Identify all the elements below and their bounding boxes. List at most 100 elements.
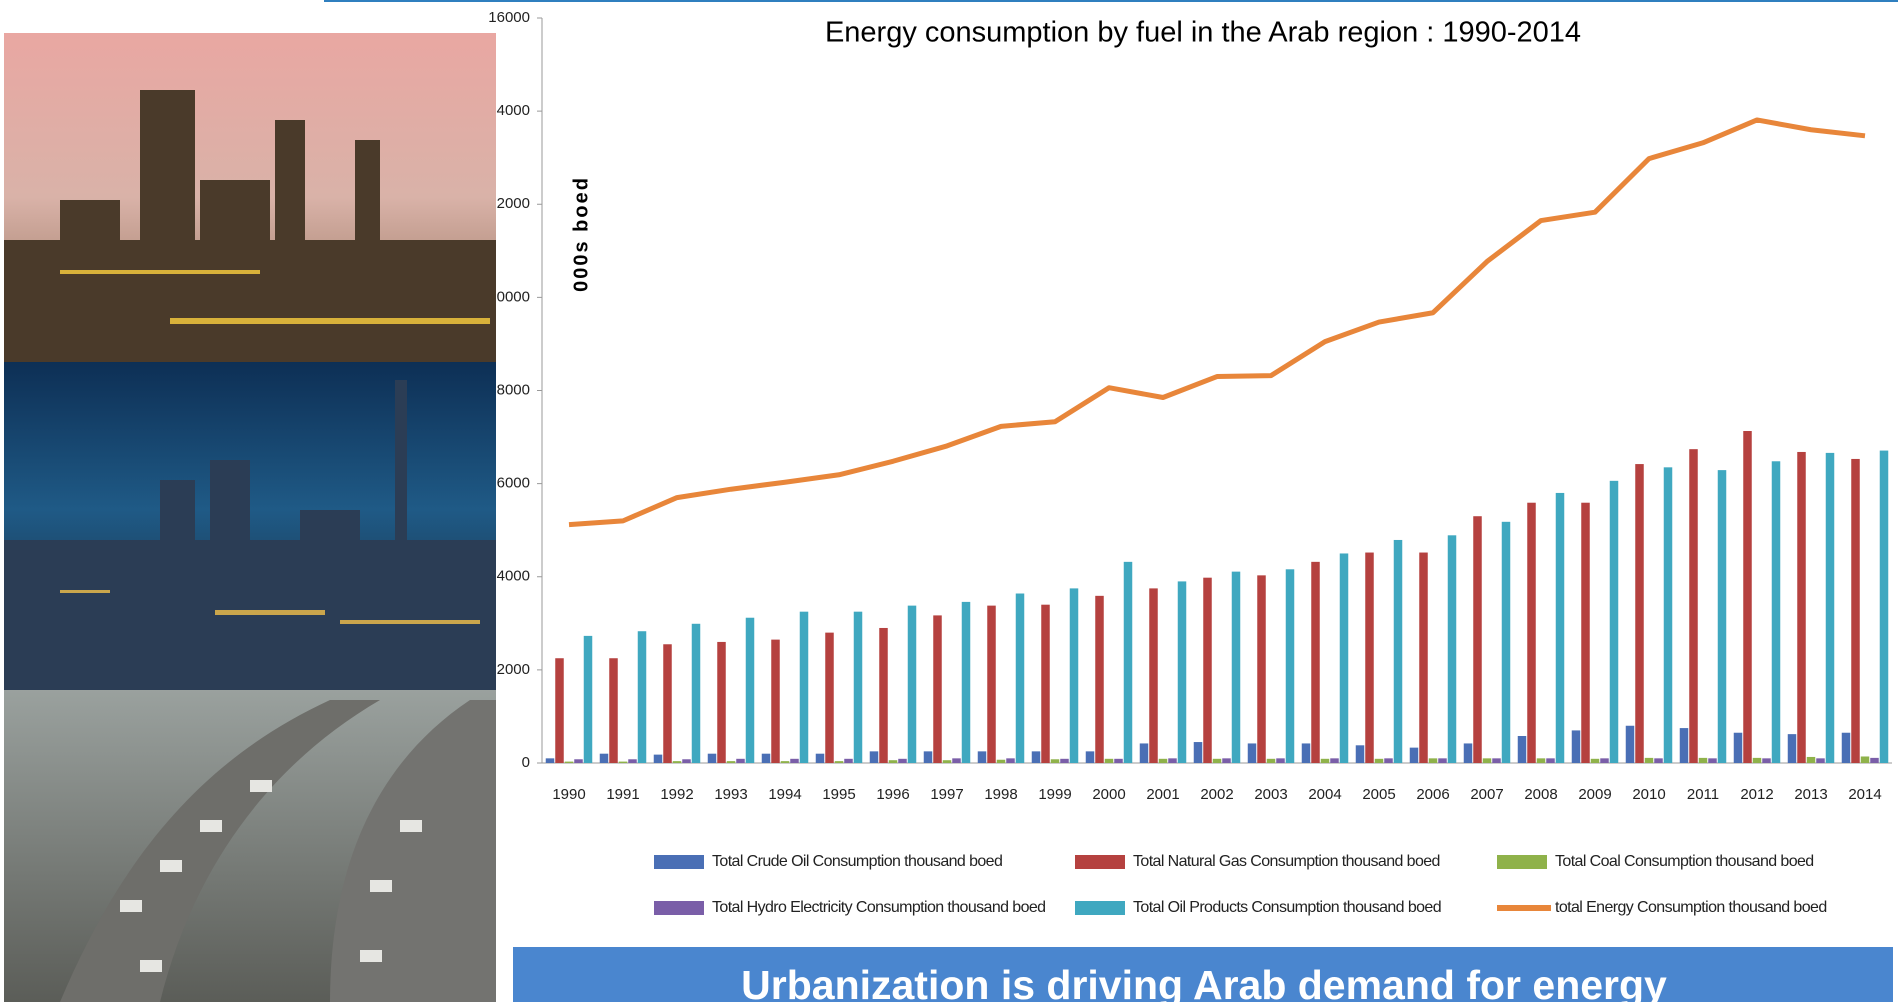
- bar: [844, 758, 853, 763]
- bar: [1320, 758, 1330, 763]
- bar: [1285, 569, 1295, 763]
- bar: [672, 761, 682, 763]
- x-tick-label: 2005: [1362, 786, 1395, 803]
- traffic-cars: [120, 780, 422, 972]
- x-tick-label: 2003: [1254, 786, 1287, 803]
- bar: [1104, 758, 1114, 763]
- bar: [1006, 758, 1015, 763]
- bar: [618, 761, 628, 763]
- x-tick-label: 2007: [1470, 786, 1503, 803]
- bar: [1447, 535, 1457, 763]
- bar: [1177, 581, 1187, 763]
- bar: [1419, 552, 1428, 763]
- x-tick-label: 1997: [930, 786, 963, 803]
- bar: [1060, 758, 1069, 763]
- bar: [888, 760, 898, 763]
- bar: [790, 758, 799, 763]
- bar: [1482, 758, 1492, 763]
- bar: [1069, 588, 1079, 763]
- bar: [1276, 758, 1285, 763]
- bar: [923, 751, 933, 763]
- bar: [1590, 758, 1600, 763]
- bar: [691, 623, 701, 763]
- bar: [1743, 431, 1752, 763]
- photos: [4, 33, 496, 1002]
- bar: [1301, 743, 1311, 763]
- bar: [1428, 758, 1438, 763]
- bar: [869, 751, 879, 763]
- bar: [1517, 735, 1527, 763]
- bar: [1114, 758, 1123, 763]
- bar: [898, 758, 907, 763]
- bar: [1654, 758, 1663, 763]
- legend-label: total Energy Consumption thousand boed: [1555, 899, 1827, 916]
- bar: [1193, 742, 1203, 763]
- bar: [1438, 758, 1447, 763]
- y-tick-label: 16000: [488, 9, 530, 26]
- bar: [1860, 756, 1870, 763]
- bar: [761, 753, 771, 763]
- bar: [780, 761, 790, 763]
- bar: [1571, 730, 1581, 763]
- y-tick-label: 10000: [488, 288, 530, 305]
- bar: [1095, 595, 1104, 763]
- bar: [707, 753, 717, 763]
- bar: [1555, 492, 1565, 763]
- bar: [1168, 758, 1177, 763]
- legend-swatch: [1075, 901, 1125, 915]
- bar: [825, 632, 834, 763]
- bar: [609, 658, 618, 763]
- bar: [1501, 521, 1511, 763]
- bar: [1222, 758, 1231, 763]
- bar: [1085, 751, 1095, 763]
- bar: [1841, 732, 1851, 763]
- x-tick-label: 2012: [1740, 786, 1773, 803]
- bar: [564, 761, 574, 763]
- bar: [1041, 604, 1050, 763]
- y-tick-label: 0: [522, 754, 530, 771]
- bar: [599, 753, 609, 763]
- bar: [1374, 758, 1384, 763]
- bar: [1546, 758, 1555, 763]
- bar: [1689, 449, 1698, 763]
- bar: [1717, 470, 1727, 763]
- bar: [1231, 571, 1241, 763]
- refinery-rails: [60, 270, 490, 324]
- x-tick-label: 1990: [552, 786, 585, 803]
- bar: [1139, 743, 1149, 763]
- bar: [682, 759, 691, 763]
- bar: [745, 617, 755, 763]
- legend-swatch: [1497, 855, 1547, 869]
- y-tick-label: 8000: [497, 381, 530, 398]
- bar: [942, 760, 952, 763]
- plot: 0 2000 4000 6000 8000 10000 12000 14000 16000 199…: [488, 9, 1892, 803]
- bar: [815, 753, 825, 763]
- bar: [1257, 575, 1266, 763]
- bar: [907, 605, 917, 763]
- line: [568, 117, 1866, 528]
- x-tick-label: 2004: [1308, 786, 1341, 803]
- x-tick-label: 2002: [1200, 786, 1233, 803]
- bar: [545, 758, 555, 763]
- bar: [1311, 561, 1320, 763]
- legend-label: Total Oil Products Consumption thousand …: [1133, 899, 1441, 916]
- bar: [1203, 577, 1212, 763]
- bar: [1527, 502, 1536, 763]
- legend-swatch: [1497, 905, 1551, 911]
- bar: [555, 658, 564, 763]
- bar: [1625, 725, 1635, 763]
- bar: [952, 758, 961, 763]
- bar: [834, 761, 844, 763]
- x-tick-label: 2001: [1146, 786, 1179, 803]
- bar: [1365, 552, 1374, 763]
- x-tick-label: 1995: [822, 786, 855, 803]
- bar: [726, 761, 736, 763]
- legend-label: Total Hydro Electricity Consumption thou…: [712, 899, 1045, 916]
- bar: [1355, 745, 1365, 763]
- bar: [1339, 553, 1349, 763]
- x-tick-label: 1999: [1038, 786, 1071, 803]
- bar: [1879, 450, 1889, 763]
- bar: [771, 639, 780, 763]
- y-tick-label: 12000: [488, 195, 530, 212]
